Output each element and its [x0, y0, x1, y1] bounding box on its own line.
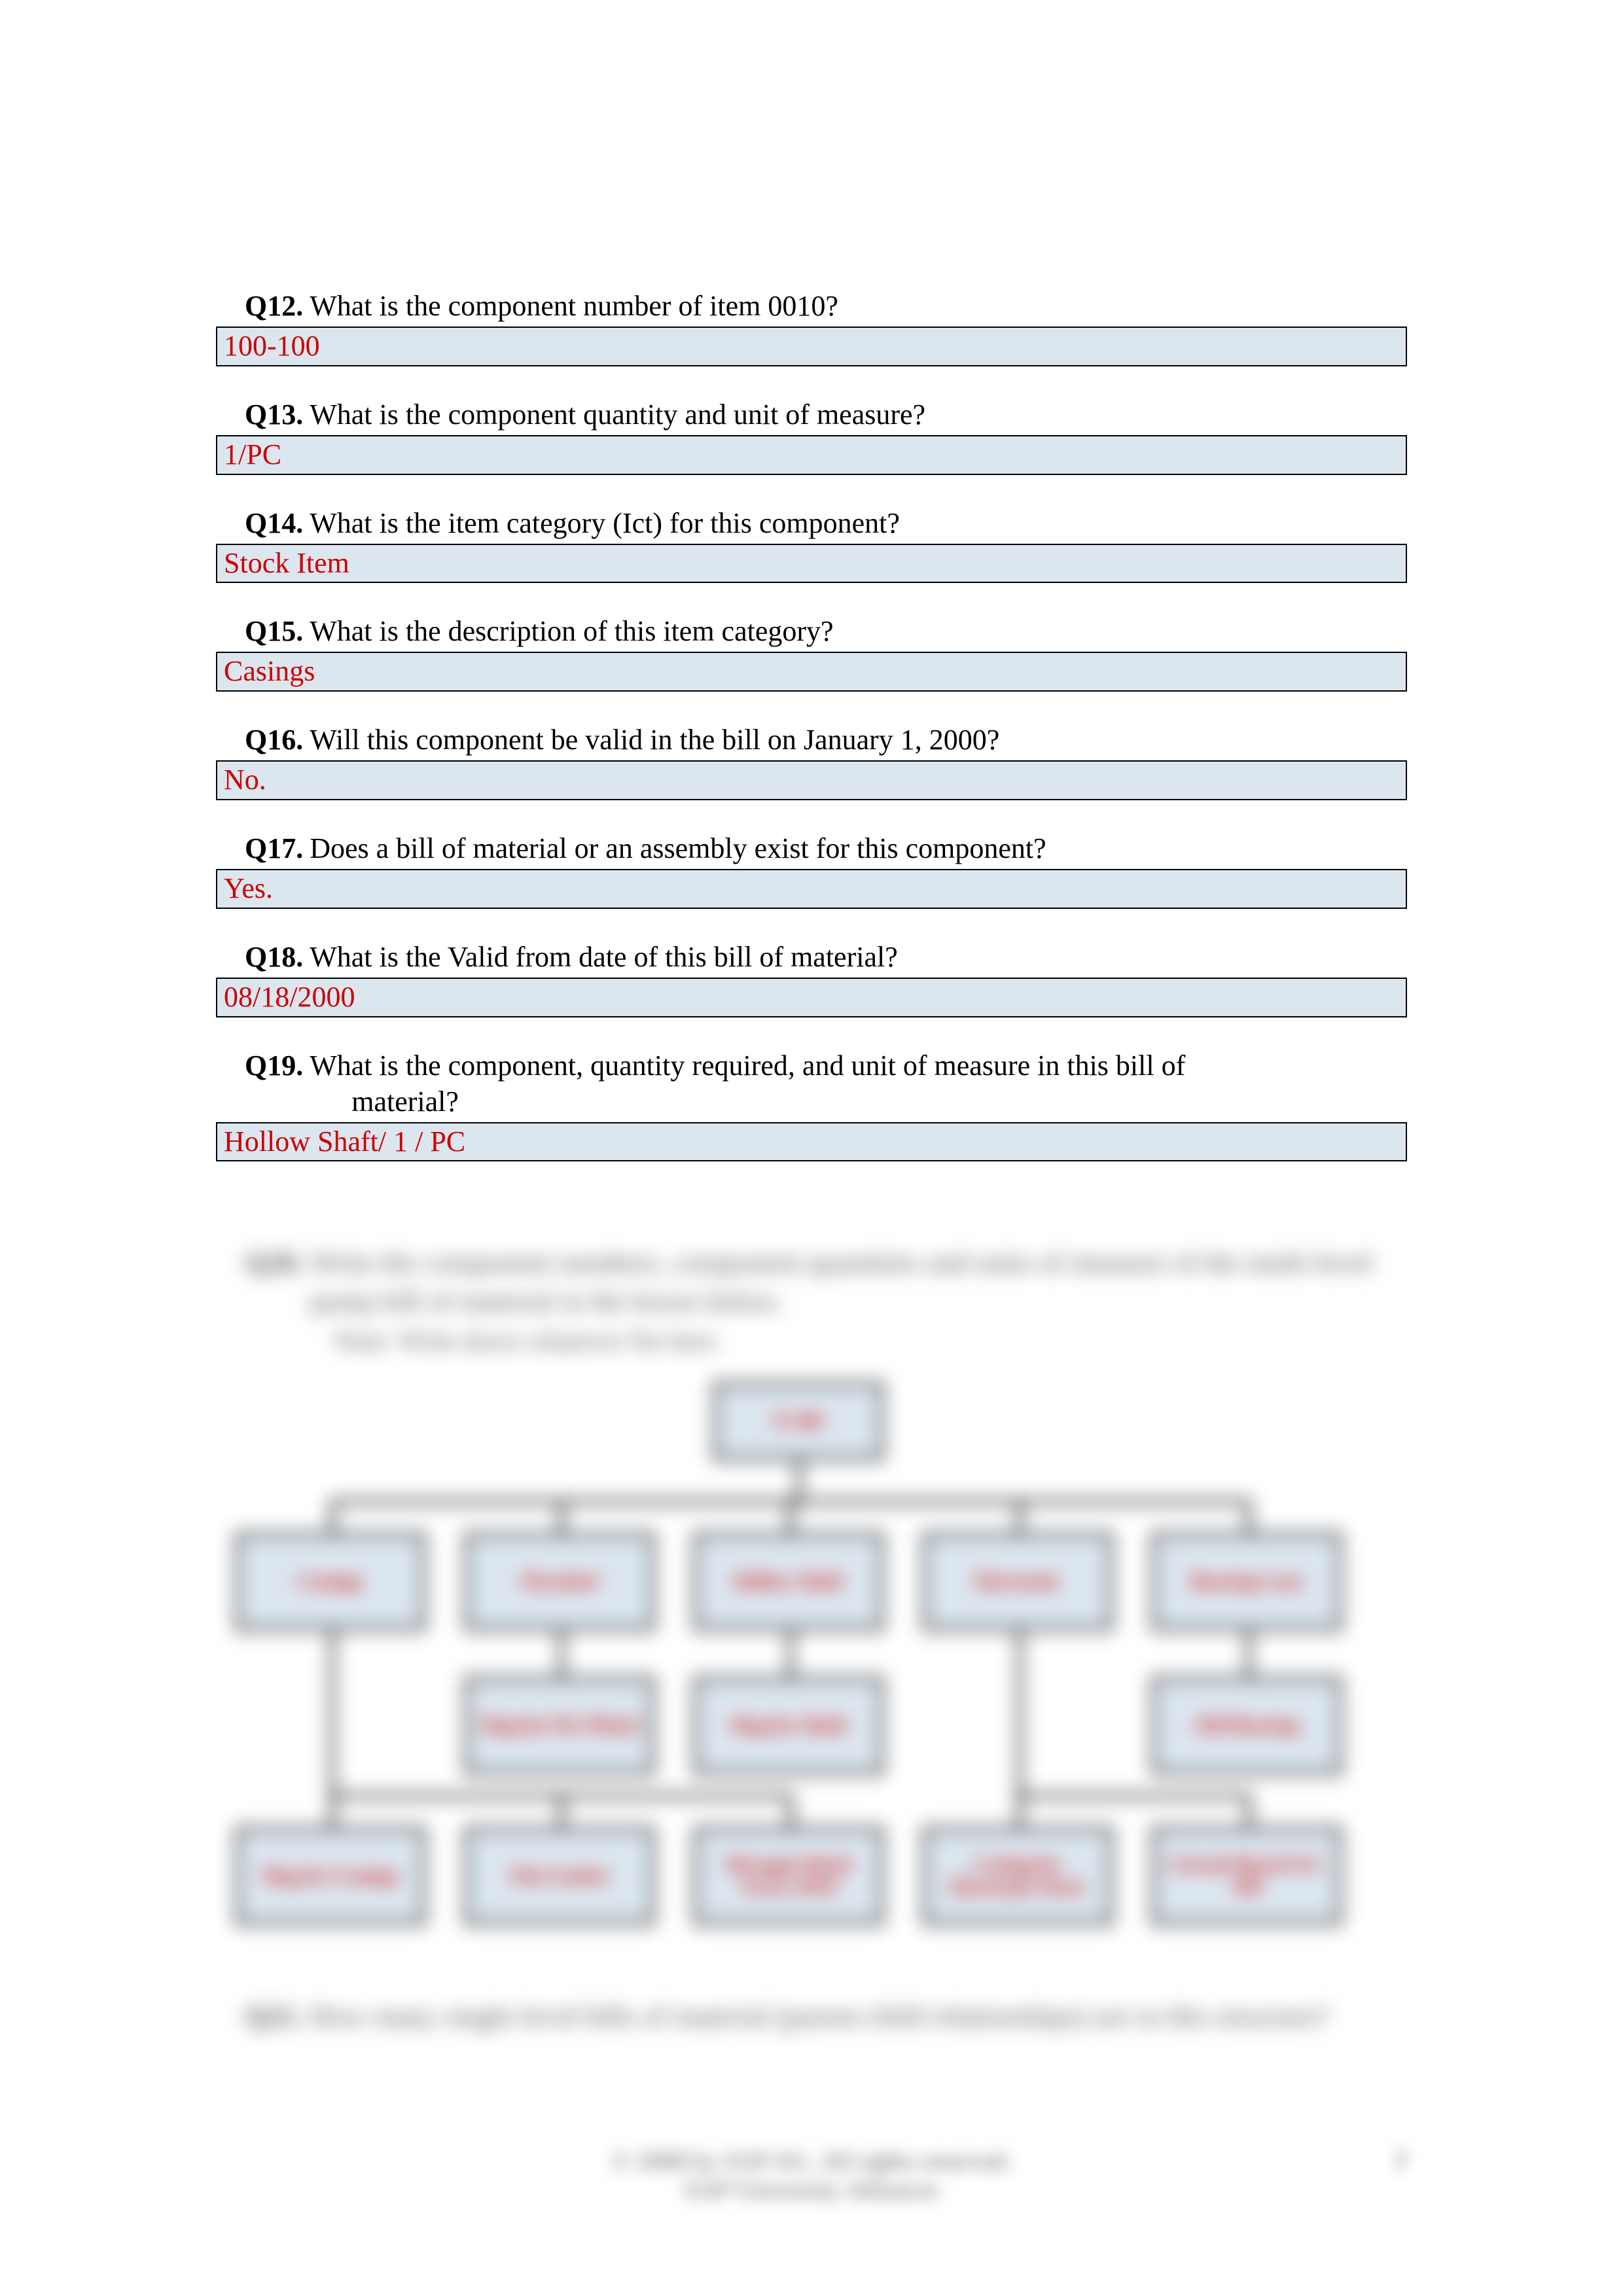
question-text-line2: material? — [310, 1084, 1407, 1120]
diagram-connector — [1247, 1631, 1251, 1676]
diagram-connector — [1247, 1794, 1251, 1827]
page-number: 2 — [1395, 2144, 1407, 2173]
answer-box-q18: 08/18/2000 — [216, 978, 1407, 1017]
question-text: What is the component, quantity required… — [310, 1048, 1407, 1120]
diagram-node: Hollow Shaft — [694, 1532, 883, 1631]
diagram-connector — [330, 1631, 334, 1797]
footer-subtitle: SAP University Alliances — [0, 2176, 1623, 2204]
page-footer: © 2008 by SAP AG. All rights reserved. S… — [0, 2147, 1623, 2204]
diagram-connector — [789, 1794, 793, 1827]
qa-block-q18: Q18. What is the Valid from date of this… — [216, 939, 1407, 1017]
diagram-connector — [560, 1500, 563, 1532]
diagram-node: Slug for Shaft — [694, 1676, 883, 1775]
question-number: Q17. — [245, 830, 303, 866]
question-q12: Q12. What is the component number of ite… — [216, 288, 1407, 324]
question-q20-blurred: Q20. Write the component numbers, compon… — [216, 1243, 1407, 1321]
qa-block-q19: Q19. What is the component, quantity req… — [216, 1048, 1407, 1162]
question-number: Q15. — [245, 613, 303, 649]
question-q13: Q13. What is the component quantity and … — [216, 397, 1407, 433]
diagram-node: Bearing Case — [1152, 1532, 1342, 1631]
qa-block-q14: Q14. What is the item category (Ict) for… — [216, 505, 1407, 584]
question-number: Q21. — [245, 1997, 303, 2036]
question-text: Write the component numbers, component q… — [310, 1243, 1407, 1321]
question-text: What is the component number of item 001… — [310, 288, 1407, 324]
question-text: What is the description of this item cat… — [310, 613, 1407, 649]
question-q17: Q17. Does a bill of material or an assem… — [216, 830, 1407, 866]
diagram-connector — [1018, 1794, 1247, 1798]
question-number: Q16. — [245, 722, 303, 758]
diagram-node: Circuit Board GS-100 — [1152, 1827, 1342, 1925]
bom-tree-diagram: P-100 Casings Flywheel Hollow Shaft Elec… — [216, 1382, 1407, 1971]
question-text: Will this component be valid in the bill… — [310, 722, 1407, 758]
question-q18: Q18. What is the Valid from date of this… — [216, 939, 1407, 975]
question-number: Q19. — [245, 1048, 303, 1084]
qa-block-q12: Q12. What is the component number of ite… — [216, 288, 1407, 366]
question-text: Does a bill of material or an assembly e… — [310, 830, 1407, 866]
diagram-connector — [1247, 1500, 1251, 1532]
question-number: Q12. — [245, 288, 303, 324]
diagram-node: Old Bearing — [1152, 1676, 1342, 1775]
question-text: What is the component quantity and unit … — [310, 397, 1407, 433]
diagram-connector — [797, 1460, 801, 1500]
question-text: How many single-level bills of material … — [310, 1997, 1407, 2036]
diagram-connector — [789, 1631, 793, 1676]
blurred-content: Q20. Write the component numbers, compon… — [216, 1243, 1407, 2127]
qa-block-q13: Q13. What is the component quantity and … — [216, 397, 1407, 475]
qa-block-q15: Q15. What is the description of this ite… — [216, 613, 1407, 692]
diagram-node-root: P-100 — [713, 1382, 883, 1460]
diagram-node: Flat Gasket — [465, 1827, 654, 1925]
footer-copyright: © 2008 by SAP AG. All rights reserved. — [0, 2147, 1623, 2176]
diagram-node: Flywheel — [465, 1532, 654, 1631]
question-q16: Q16. Will this component be valid in the… — [216, 722, 1407, 758]
diagram-node: Slug for Fly Wheel — [465, 1676, 654, 1775]
question-number: Q20. — [245, 1243, 303, 1282]
question-q14: Q14. What is the item category (Ict) for… — [216, 505, 1407, 541]
diagram-node: Casings — [236, 1532, 425, 1631]
diagram-connector — [1018, 1794, 1022, 1827]
diagram-node: Slug for Casings — [236, 1827, 425, 1925]
question-q19: Q19. What is the component, quantity req… — [216, 1048, 1407, 1120]
diagram-connector — [1018, 1631, 1022, 1797]
diagram-connector — [789, 1500, 793, 1532]
question-text: What is the item category (Ict) for this… — [310, 505, 1407, 541]
question-number: Q13. — [245, 397, 303, 433]
diagram-connector — [560, 1794, 563, 1827]
qa-block-q17: Q17. Does a bill of material or an assem… — [216, 830, 1407, 909]
question-q20-note: Note: Write down whatever fits here. — [216, 1325, 1407, 1356]
question-text: What is the Valid from date of this bill… — [310, 939, 1407, 975]
question-number: Q14. — [245, 505, 303, 541]
diagram-connector — [330, 1794, 334, 1827]
answer-box-q17: Yes. — [216, 869, 1407, 909]
diagram-connector — [1018, 1500, 1022, 1532]
answer-box-q12: 100-100 — [216, 327, 1407, 366]
question-q15: Q15. What is the description of this ite… — [216, 613, 1407, 649]
question-text-line1: What is the component, quantity required… — [310, 1050, 1185, 1082]
diagram-node: Electronic — [923, 1532, 1113, 1631]
diagram-connector — [330, 1500, 334, 1532]
question-q21-blurred: Q21. How many single-level bills of mate… — [216, 1997, 1407, 2036]
answer-box-q16: No. — [216, 760, 1407, 800]
page: Q12. What is the component number of ite… — [0, 0, 1623, 2296]
diagram-node: Casing for Electronic Parts — [923, 1827, 1113, 1925]
diagram-connector — [560, 1631, 563, 1676]
question-number: Q18. — [245, 939, 303, 975]
qa-block-q16: Q16. Will this component be valid in the… — [216, 722, 1407, 800]
diagram-node: Hexagon Head Screw M10 — [694, 1827, 883, 1925]
answer-box-q15: Casings — [216, 652, 1407, 692]
answer-box-q14: Stock Item — [216, 544, 1407, 584]
answer-box-q19: Hollow Shaft/ 1 / PC — [216, 1122, 1407, 1162]
answer-box-q13: 1/PC — [216, 435, 1407, 475]
